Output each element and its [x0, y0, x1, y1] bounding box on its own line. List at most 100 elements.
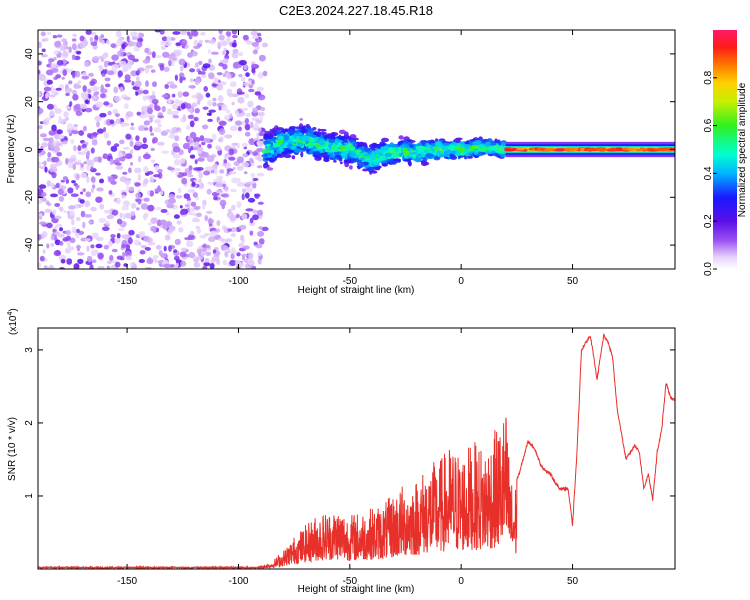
spectrogram-cell	[254, 154, 263, 161]
spectrogram-cell	[153, 174, 161, 178]
spectrogram-cell	[76, 252, 85, 256]
tone-cell	[516, 147, 525, 151]
spectrogram-cell	[55, 249, 61, 256]
spectrogram-cell	[138, 32, 143, 37]
spectrogram-cell	[218, 30, 223, 35]
spectrogram-cell	[222, 63, 228, 70]
spectrogram-cell	[60, 258, 66, 264]
spectrogram-cell	[128, 186, 135, 192]
spectrogram-cell	[167, 167, 175, 171]
spectrogram-cell	[55, 87, 62, 91]
spectrogram-cell	[92, 96, 97, 100]
spectrogram-cell	[167, 55, 176, 60]
spectrogram-cell	[90, 206, 97, 212]
spectrogram-cell	[117, 228, 125, 231]
spectrogram-cell	[76, 244, 81, 250]
spectrogram-cell	[79, 166, 85, 171]
spectrogram-cell	[228, 156, 236, 161]
spectrogram-cell	[161, 105, 166, 113]
spectrogram-cell	[244, 118, 250, 124]
spectrogram-cell	[255, 244, 263, 249]
spectrogram-cell	[271, 142, 279, 148]
spectrogram-cell	[95, 243, 103, 249]
spectrogram-cell	[196, 228, 201, 234]
spectrogram-cell	[328, 139, 336, 144]
spectrogram-cell	[251, 41, 259, 47]
spectrogram-cell	[139, 250, 146, 255]
spectrogram-cell	[312, 148, 319, 152]
spectrogram-cell	[163, 245, 167, 252]
spectrogram-cell	[334, 154, 342, 159]
spectrogram-cell	[214, 168, 218, 176]
spectrogram-cell	[134, 167, 142, 174]
spectrogram-cell	[99, 178, 104, 184]
spectrogram-cell	[241, 255, 246, 261]
spectrogram-cell	[38, 41, 42, 49]
spectrogram-cell	[97, 266, 105, 269]
spectrogram-cell	[143, 120, 150, 126]
spectrogram-cell	[230, 188, 237, 193]
spectrogram-cell	[222, 58, 229, 64]
spectrogram-cell	[57, 188, 64, 196]
spectrogram-cell	[254, 121, 259, 129]
spectrogram-cell	[71, 38, 77, 42]
spectrogram-cell	[207, 100, 213, 107]
spectrogram-cell	[163, 263, 171, 268]
spectrogram-cell	[191, 94, 197, 99]
spectrogram-cell	[50, 147, 55, 152]
spectrogram-cell	[46, 180, 51, 187]
spectrogram-cell	[160, 40, 166, 46]
spectrogram-cell	[123, 96, 131, 101]
spectrogram-cell	[143, 197, 150, 202]
spectrogram-cell	[125, 244, 131, 251]
spectrogram-cell	[192, 192, 198, 198]
spectrogram-cell	[407, 139, 413, 143]
spectrogram-cell	[150, 132, 155, 136]
spectrogram-cell	[299, 123, 303, 128]
spectrogram-cell	[324, 146, 329, 149]
spectrogram-cell	[158, 250, 163, 256]
spectrogram-cell	[38, 107, 44, 114]
spectrogram-cell	[145, 65, 154, 69]
spectrogram-cell	[90, 132, 99, 136]
spectrogram-cell	[258, 238, 265, 245]
spectrogram-cell	[46, 243, 50, 249]
spectrogram-cell	[112, 61, 116, 65]
x-tick-label: 0	[458, 576, 464, 587]
spectrogram-cell	[75, 231, 80, 239]
spectrogram-cell	[366, 167, 371, 171]
spectrogram-cell	[302, 125, 307, 128]
spectrogram-cell	[152, 81, 157, 88]
spectrogram-cell	[162, 51, 170, 58]
spectrogram-cell	[248, 83, 254, 89]
spectrogram-cell	[108, 190, 113, 195]
spectrogram-cell	[69, 101, 73, 107]
spectrogram-cell	[91, 232, 99, 238]
spectrogram-cell	[54, 40, 62, 48]
spectrogram-cell	[46, 103, 54, 110]
spectrogram-cell	[205, 251, 212, 257]
spectrogram-cell	[43, 160, 47, 167]
spectrogram-cell	[231, 93, 240, 98]
spectrogram-cell	[107, 240, 113, 247]
spectrogram-cell	[207, 143, 212, 149]
spectrogram-cell	[122, 213, 126, 220]
spectrogram-cell	[45, 117, 52, 121]
spectrogram-cell	[169, 84, 178, 89]
spectrogram-cell	[379, 141, 386, 147]
spectrogram-cell	[398, 135, 404, 140]
spectrogram-cell	[176, 220, 182, 225]
spectrogram-cell	[252, 182, 257, 189]
spectrogram-cell	[82, 72, 87, 77]
spectrogram-cell	[174, 74, 178, 81]
spectrogram-cell	[203, 262, 211, 267]
spectrogram-cell	[42, 197, 47, 202]
spectrogram-cell	[67, 123, 73, 130]
spectrogram-cell	[397, 158, 401, 163]
spectrogram-cell	[362, 161, 370, 166]
spectrogram-cell	[404, 150, 410, 156]
spectrogram-cell	[65, 229, 71, 236]
spectrogram-cell	[203, 170, 211, 176]
spectrogram-cell	[399, 144, 405, 148]
spectrogram-cell	[151, 98, 159, 105]
